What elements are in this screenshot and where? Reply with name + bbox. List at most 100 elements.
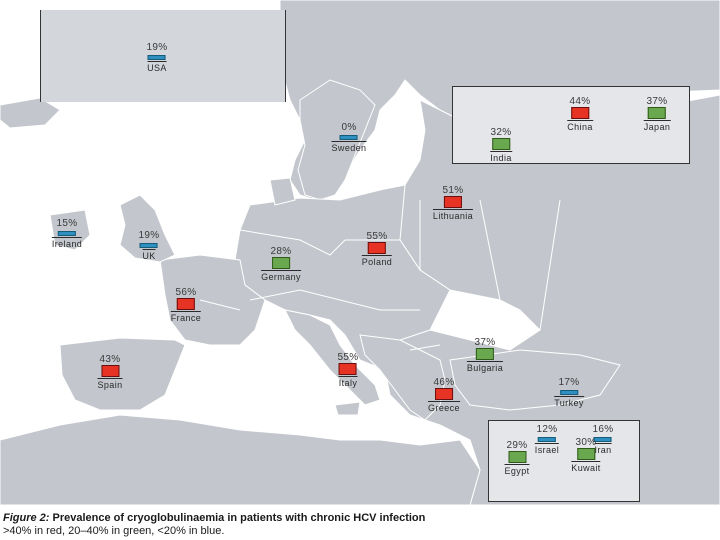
label-iran: Iran [594, 443, 612, 455]
land-uk [119, 194, 176, 263]
swatch-france [176, 298, 195, 310]
marker-india: 32% India [490, 127, 512, 163]
land-masses [0, 0, 720, 505]
percent-uk: 19% [138, 230, 160, 241]
percent-israel: 12% [536, 424, 558, 435]
percent-china: 44% [569, 96, 591, 107]
label-israel: Israel [534, 443, 560, 455]
label-germany: Germany [261, 270, 301, 282]
marker-poland: 55% Poland [361, 231, 393, 267]
marker-sweden: 0% Sweden [331, 122, 367, 153]
label-india: India [490, 151, 512, 163]
label-sweden: Sweden [331, 141, 367, 153]
swatch-germany [272, 257, 290, 269]
label-poland: Poland [361, 255, 393, 267]
land-turkey [449, 349, 621, 411]
land-france [159, 254, 266, 346]
marker-bulgaria: 37% Bulgaria [466, 337, 504, 373]
marker-china: 44% China [567, 96, 593, 132]
land-denmark [269, 177, 296, 206]
label-france: France [170, 311, 202, 323]
land-ireland [49, 209, 91, 251]
map: 19% USA 0% Sweden 44% China 37% Japan 32% India 51… [0, 0, 720, 505]
percent-japan: 37% [646, 96, 668, 107]
label-egypt: Egypt [504, 464, 530, 476]
label-turkey: Turkey [554, 396, 584, 408]
swatch-usa [147, 55, 166, 60]
swatch-poland [368, 242, 386, 254]
swatch-egypt [507, 451, 526, 463]
marker-italy: 55% Italy [338, 352, 359, 388]
swatch-spain [101, 365, 119, 377]
swatch-bulgaria [475, 348, 494, 360]
label-bulgaria: Bulgaria [466, 361, 504, 373]
swatch-italy [338, 363, 357, 375]
percent-lithuania: 51% [442, 185, 464, 196]
caption-label: Figure 2: [3, 512, 50, 524]
percent-poland: 55% [366, 231, 388, 242]
land-iberia [59, 337, 186, 411]
swatch-kuwait [576, 448, 595, 460]
label-spain: Spain [97, 378, 123, 390]
percent-iran: 16% [592, 424, 614, 435]
percent-usa: 19% [146, 42, 168, 53]
swatch-israel [537, 437, 556, 442]
land-scandinavia [297, 79, 376, 201]
marker-france: 56% France [170, 287, 202, 323]
caption-title: Prevalence of cryoglobulinaemia in patie… [52, 512, 426, 524]
percent-greece: 46% [433, 377, 455, 388]
label-china: China [567, 120, 593, 132]
percent-france: 56% [175, 287, 197, 298]
percent-germany: 28% [270, 246, 292, 257]
swatch-ireland [57, 231, 76, 236]
country-borders [199, 199, 561, 351]
label-lithuania: Lithuania [432, 209, 474, 221]
swatch-india [492, 138, 510, 150]
marker-uk: 19% UK [139, 230, 160, 261]
percent-spain: 43% [99, 354, 121, 365]
percent-india: 32% [490, 127, 512, 138]
swatch-greece [434, 388, 453, 400]
marker-lithuania: 51% Lithuania [432, 185, 474, 221]
marker-egypt: 29% Egypt [504, 440, 530, 476]
label-greece: Greece [428, 401, 460, 413]
marker-germany: 28% Germany [261, 246, 301, 282]
percent-kuwait: 30% [575, 437, 597, 448]
land-balkans [359, 334, 446, 421]
marker-ireland: 15% Ireland [51, 218, 83, 249]
percent-sweden: 0% [341, 122, 357, 133]
marker-turkey: 17% Turkey [554, 377, 584, 408]
marker-iran: 16% Iran [593, 424, 614, 455]
swatch-iran [593, 437, 612, 442]
swatch-japan [648, 107, 666, 119]
label-uk: UK [142, 249, 156, 261]
swatch-uk [139, 243, 158, 248]
marker-greece: 46% Greece [428, 377, 460, 413]
percent-italy: 55% [337, 352, 359, 363]
swatch-sweden [340, 135, 358, 140]
label-usa: USA [147, 61, 167, 73]
marker-usa: 19% USA [147, 42, 168, 73]
land-italy [284, 309, 381, 406]
marker-japan: 37% Japan [643, 96, 671, 132]
label-kuwait: Kuwait [571, 461, 601, 473]
label-italy: Italy [338, 376, 358, 388]
land-iceland [0, 97, 61, 129]
map-background [0, 0, 720, 505]
figure-caption: Figure 2: Prevalence of cryoglobulinaemi… [3, 512, 717, 538]
swatch-lithuania [443, 196, 462, 208]
percent-turkey: 17% [558, 377, 580, 388]
percent-egypt: 29% [506, 440, 528, 451]
label-ireland: Ireland [51, 237, 83, 249]
marker-kuwait: 30% Kuwait [571, 437, 601, 473]
caption-legend: >40% in red, 20–40% in green, <20% in bl… [3, 525, 225, 537]
label-japan: Japan [643, 120, 671, 132]
land-north-africa [0, 414, 481, 505]
marker-israel: 12% Israel [534, 424, 560, 455]
percent-ireland: 15% [56, 218, 78, 229]
swatch-china [570, 107, 589, 119]
percent-bulgaria: 37% [474, 337, 496, 348]
swatch-turkey [559, 390, 578, 395]
land-sicily [334, 401, 361, 416]
marker-spain: 43% Spain [97, 354, 123, 390]
